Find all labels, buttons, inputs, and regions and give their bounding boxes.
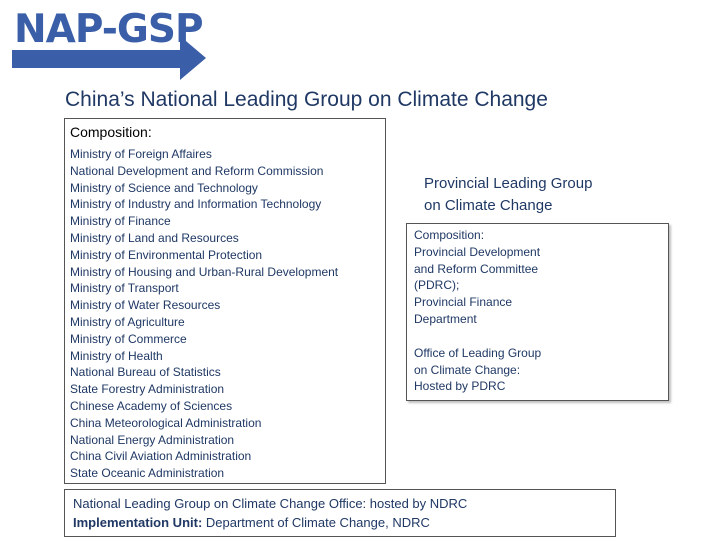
member-item: Ministry of Water Resources <box>70 298 221 313</box>
member-item: Ministry of Agriculture <box>70 314 185 329</box>
implementation-value: Department of Climate Change, NDRC <box>202 515 430 530</box>
implementation-label: Implementation Unit: <box>73 515 203 530</box>
provincial-composition-line: and Reform Committee <box>414 261 539 276</box>
slide-title: China’s National Leading Group on Climat… <box>65 88 548 111</box>
member-item: Ministry of Health <box>70 348 163 363</box>
office-row: National Leading Group on Climate Change… <box>73 494 615 513</box>
logo-banner: NATIONAL ADAPTATION PLAN GLOBAL SUPPORT … <box>12 50 209 100</box>
office-label: National Leading Group on Climate Change… <box>73 496 367 511</box>
member-item: Ministry of Transport <box>70 281 179 296</box>
provincial-group-box: Composition: Provincial Development and … <box>406 223 669 401</box>
member-item: State Oceanic Administration <box>70 466 225 481</box>
member-item: Ministry of Housing and Urban-Rural Deve… <box>70 264 339 279</box>
office-box: National Leading Group on Climate Change… <box>64 489 616 537</box>
member-item: Ministry of Foreign Affaires <box>70 147 212 161</box>
member-item: State Forestry Administration <box>70 382 225 397</box>
provincial-title-line: Provincial Leading Group <box>424 175 593 192</box>
provincial-composition-line: (PDRC); <box>414 278 460 293</box>
member-list: Ministry of Foreign Affaires National De… <box>70 146 385 482</box>
provincial-group-title: Provincial Leading Group on Climate Chan… <box>424 173 664 217</box>
composition-label: Composition: <box>70 124 152 140</box>
member-item: Ministry of Land and Resources <box>70 230 239 245</box>
national-group-box: Composition: Ministry of Foreign Affaire… <box>64 118 386 484</box>
logo-arrow-icon <box>180 36 206 80</box>
member-item: Ministry of Commerce <box>70 331 187 346</box>
member-item: Ministry of Finance <box>70 214 171 229</box>
nap-gsp-logo: NAP-GSP NATIONAL ADAPTATION PLAN GLOBAL … <box>12 7 212 100</box>
logo-subtitle: NATIONAL ADAPTATION PLAN GLOBAL SUPPORT … <box>16 94 209 100</box>
member-item: China Meteorological Administration <box>70 415 262 430</box>
member-item: Ministry of Science and Technology <box>70 180 258 195</box>
member-item: China Civil Aviation Administration <box>70 449 252 464</box>
member-item: National Development and Reform Commissi… <box>70 163 324 178</box>
member-item: Chinese Academy of Sciences <box>70 398 233 413</box>
provincial-composition-line: Provincial Finance <box>414 295 513 310</box>
provincial-office-line: Hosted by PDRC <box>414 379 506 394</box>
implementation-row: Implementation Unit: Department of Clima… <box>73 513 615 532</box>
member-item: National Bureau of Statistics <box>70 365 221 380</box>
logo-text: NAP-GSP <box>14 7 204 52</box>
member-item: National Energy Administration <box>70 432 235 447</box>
provincial-office-line: Office of Leading Group <box>414 345 542 360</box>
member-item: Ministry of Environmental Protection <box>70 247 263 262</box>
provincial-composition-line: Provincial Development <box>414 244 541 259</box>
provincial-composition-line: Department <box>414 311 477 326</box>
spacer <box>414 328 668 345</box>
member-item: Ministry of Industry and Information Tec… <box>70 197 322 212</box>
office-value: hosted by NDRC <box>366 496 468 511</box>
provincial-composition-line: Composition: <box>414 228 485 242</box>
provincial-office-line: on Climate Change: <box>414 362 521 377</box>
provincial-title-line: on Climate Change <box>424 197 553 214</box>
